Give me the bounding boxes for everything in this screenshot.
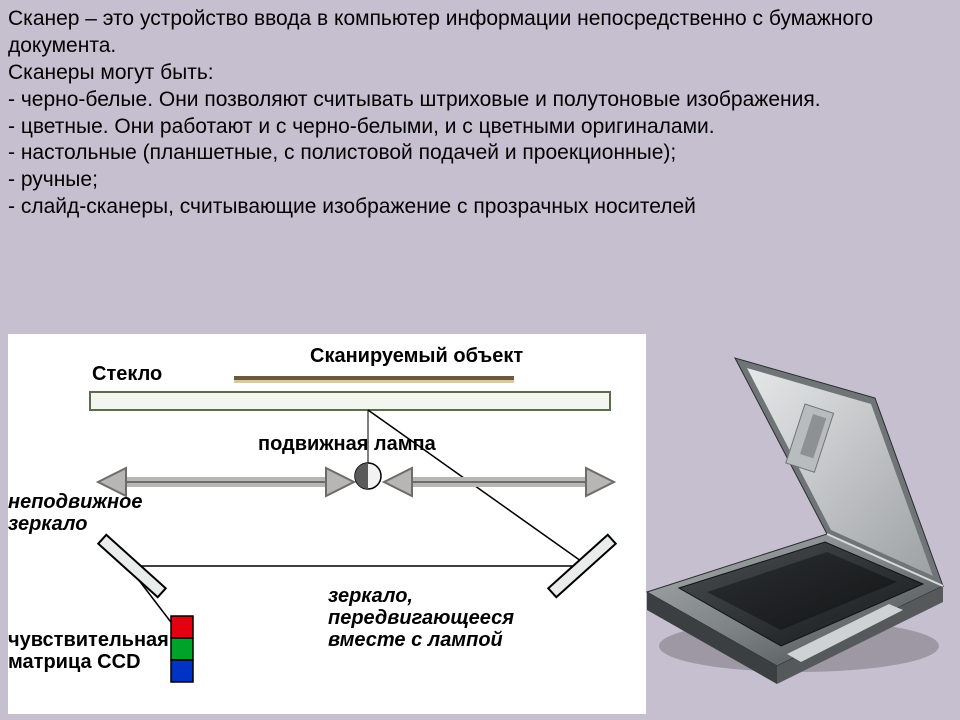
description-text: Сканер – это устройство ввода в компьюте… xyxy=(8,6,952,221)
text-line: Сканеры могут быть: xyxy=(8,60,952,87)
label-fixed-mirror-2: зеркало xyxy=(8,514,87,535)
text-line: - черно-белые. Они позволяют считывать ш… xyxy=(8,87,952,114)
text-line: - слайд-сканеры, считывающие изображение… xyxy=(8,194,952,221)
figure-area: Стекло Сканируемый объект подвижная ламп… xyxy=(8,334,952,720)
scanner-svg xyxy=(627,334,952,694)
scanner-diagram: Стекло Сканируемый объект подвижная ламп… xyxy=(8,334,646,714)
label-moving-mirror-1: зеркало, xyxy=(328,586,413,607)
text-line: Сканер – это устройство ввода в компьюте… xyxy=(8,6,952,60)
label-moving-mirror-3: вместе с лампой xyxy=(328,630,503,651)
label-moving-mirror-2: передвигающееся xyxy=(328,608,514,629)
text-line: - цветные. Они работают и с черно-белыми… xyxy=(8,114,952,141)
label-glass: Стекло xyxy=(92,364,162,385)
label-ccd-2: матрица CCD xyxy=(8,652,141,673)
label-ccd-1: чувствительная xyxy=(8,630,169,651)
text-line: - ручные; xyxy=(8,167,952,194)
scanner-photo xyxy=(627,334,952,694)
label-object: Сканируемый объект xyxy=(310,346,523,367)
label-lamp: подвижная лампа xyxy=(258,434,436,455)
label-fixed-mirror-1: неподвижное xyxy=(8,492,142,513)
text-line: - настольные (планшетные, с полистовой п… xyxy=(8,140,952,167)
